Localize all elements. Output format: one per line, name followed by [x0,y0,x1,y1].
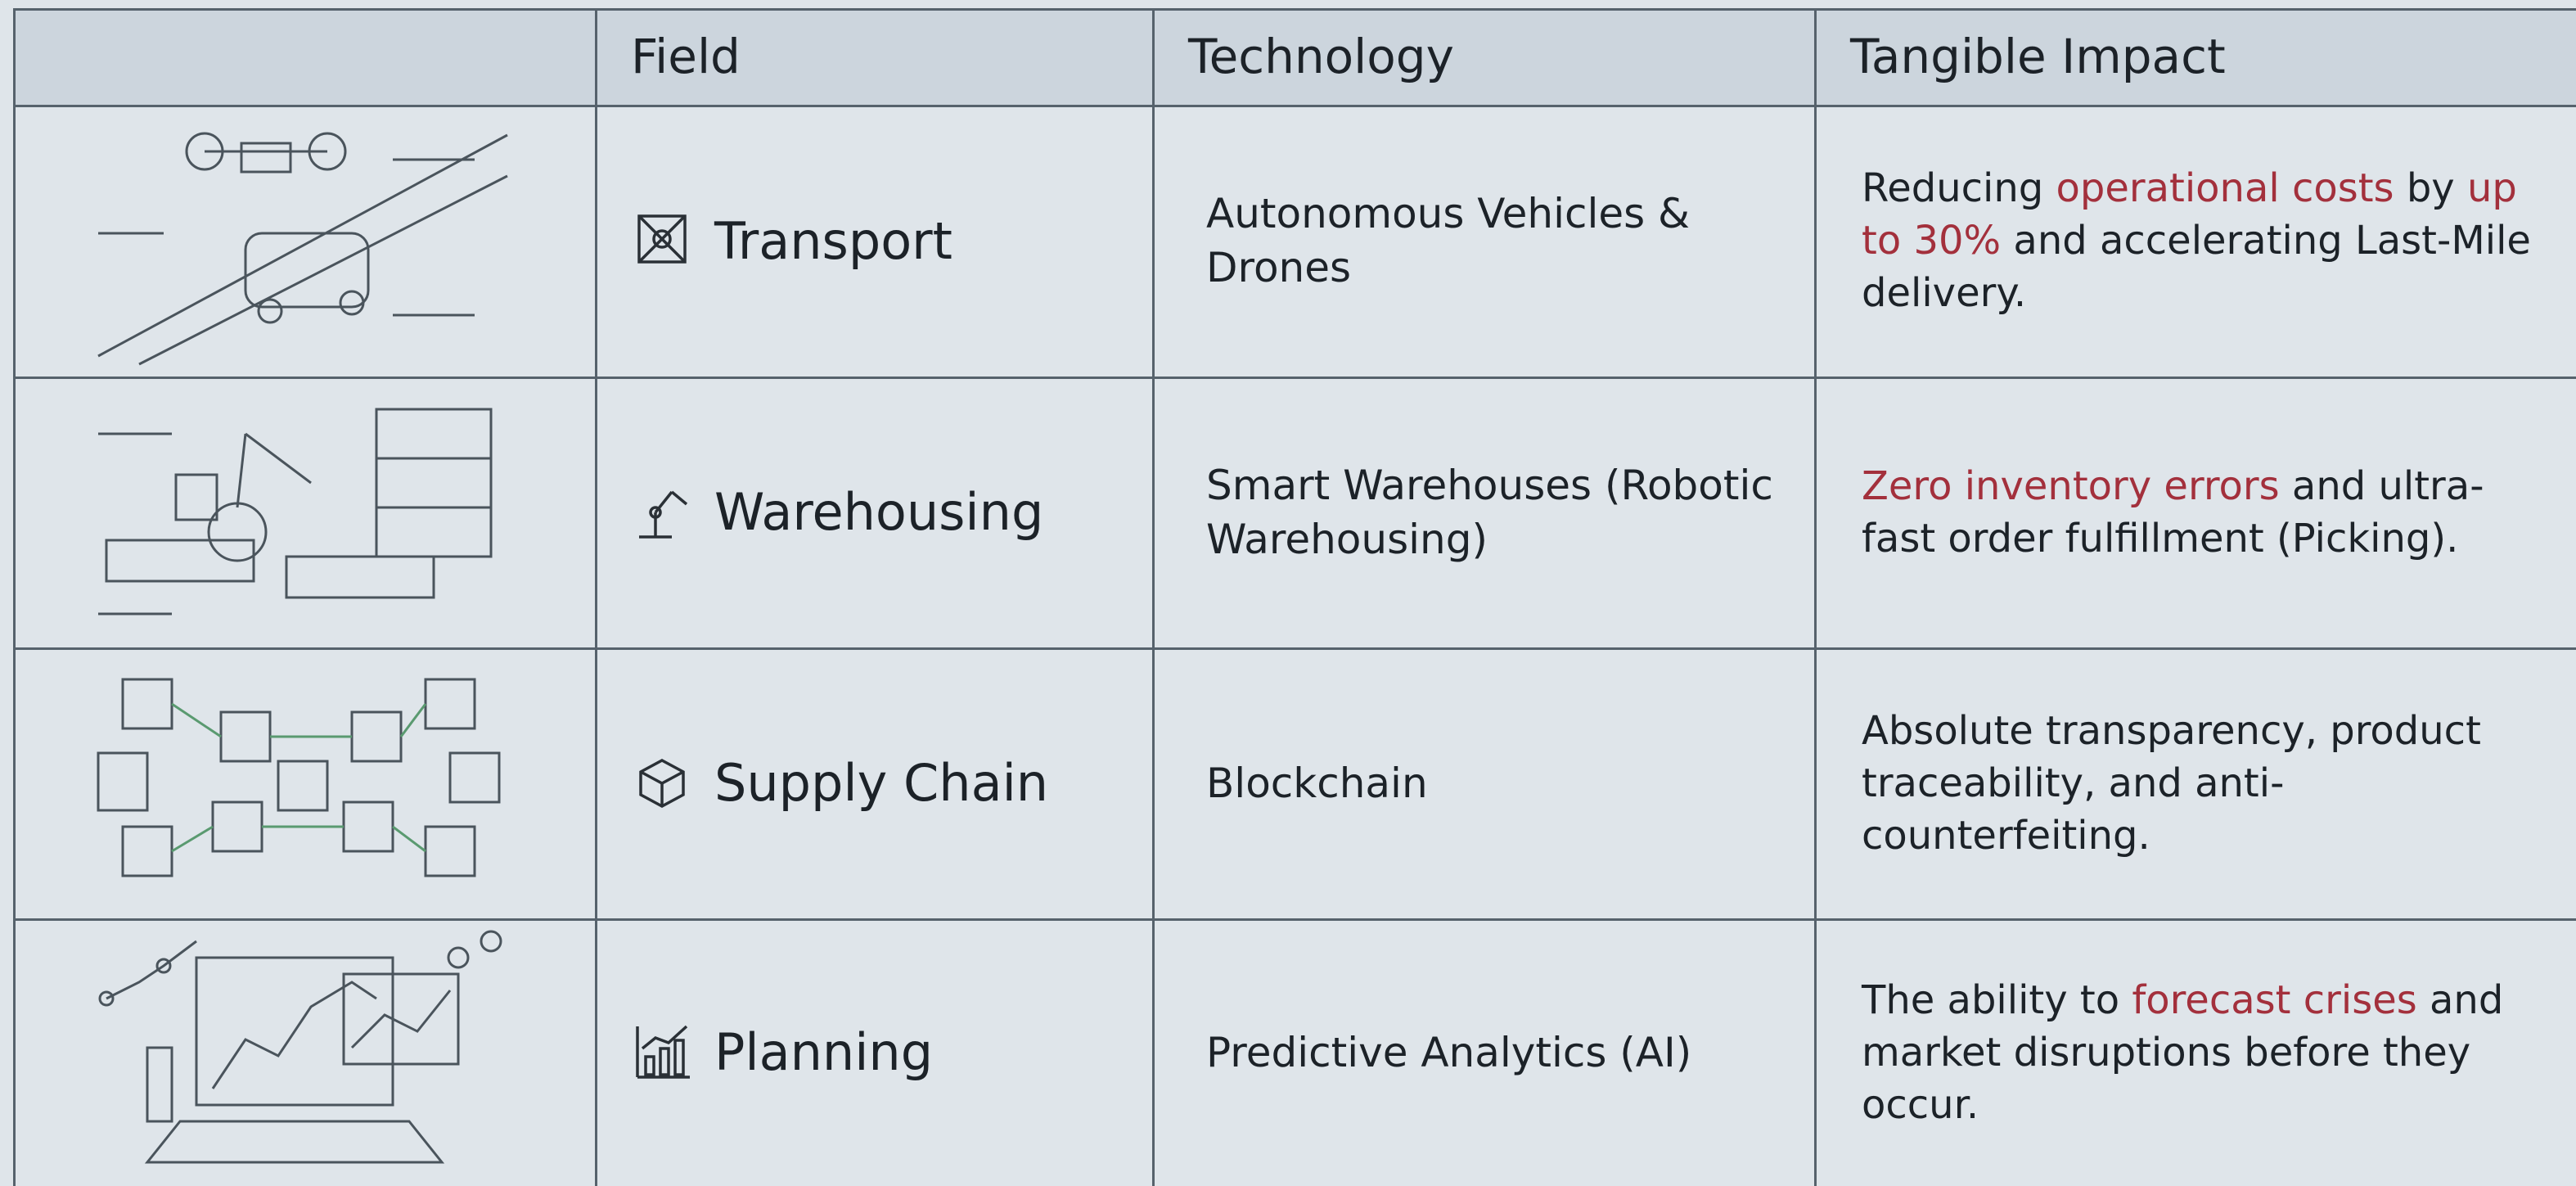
impact-text: Zero inventory errors and ultra-fast ord… [1862,460,2547,565]
technology-cell: Blockchain [1152,647,1814,918]
field-icon [639,758,685,808]
field-icon [636,1025,690,1079]
field-name: Transport [714,210,952,271]
impact-text: The ability to forecast crises and marke… [1862,974,2547,1131]
technology: Autonomous Vehicles & Drones [1206,190,1691,291]
technology: Smart Warehouses (Robotic Warehousing) [1206,461,1773,563]
impact-segment: Reducing [1862,165,2056,211]
row-divider [13,918,2576,921]
impact-highlight: up to 30% [1862,165,2517,264]
field-name: Supply Chain [714,753,1049,813]
header-cell: Technology [1152,8,1814,105]
impact-highlight: operational costs [2056,165,2394,211]
technology-cell: Autonomous Vehicles & Drones [1152,105,1814,377]
impact-segment: and market disruptions before they occur… [1862,976,2504,1128]
header-bg [13,8,595,105]
column-divider [13,8,16,1186]
technology: Blockchain [1206,759,1428,807]
illustration-planning [98,930,502,1164]
impact-text: Reducing operational costs by up to 30% … [1862,162,2547,319]
impact-cell: Reducing operational costs by up to 30% … [1814,105,2576,377]
field-name: Warehousing [714,482,1044,542]
impact-cell: Zero inventory errors and ultra-fast ord… [1814,377,2576,647]
column-divider [1152,8,1155,1186]
impact-cell: Absolute transparency, product traceabil… [1814,647,2576,918]
impact-cell: The ability to forecast crises and marke… [1814,918,2576,1186]
impact-text: Absolute transparency, product traceabil… [1862,705,2547,862]
row-divider [13,377,2576,379]
row-divider [13,105,2576,107]
column-divider [1814,8,1817,1186]
field-name: Planning [714,1022,934,1082]
row-divider [13,647,2576,650]
field-cell: Warehousing [595,377,1152,647]
header-cell: Field [595,8,1152,105]
field-cell: Planning [595,918,1152,1186]
impact-segment: and ultra-fast order fulfillment (Pickin… [1862,462,2484,561]
impact-highlight: Zero inventory errors [1862,462,2280,509]
field-cell: Transport [595,105,1152,377]
technology: Predictive Analytics (AI) [1206,1028,1692,1076]
impact-segment: Absolute transparency, product traceabil… [1862,707,2481,859]
column-divider [595,8,597,1186]
row-divider [13,8,2576,11]
field-icon [637,214,687,264]
illustration-transport [97,132,508,366]
field-icon [639,490,688,539]
impact-segment: and accelerating Last-Mile delivery. [1862,218,2531,316]
impact-segment: by [2394,165,2467,211]
field-cell: Supply Chain [595,647,1152,918]
impact-segment: The ability to [1862,976,2132,1023]
impact-highlight: forecast crises [2132,976,2417,1023]
technology-cell: Predictive Analytics (AI) [1152,918,1814,1186]
illustration-warehousing [98,408,493,616]
illustration-supply-chain [97,678,501,877]
technology-cell: Smart Warehouses (Robotic Warehousing) [1152,377,1814,647]
header-cell: Tangible Impact [1814,8,2576,105]
